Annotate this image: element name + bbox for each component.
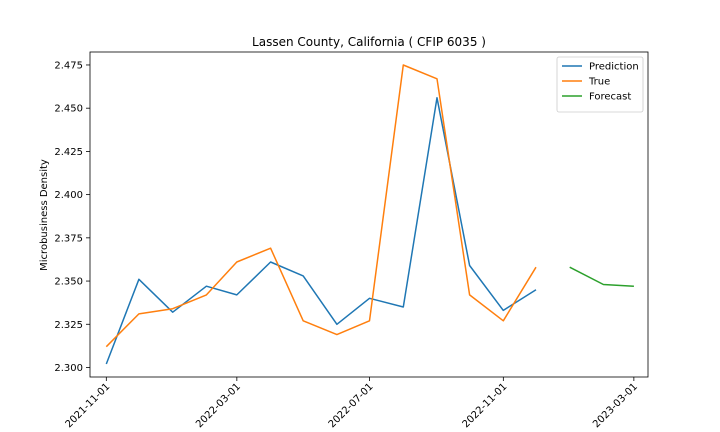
legend-box bbox=[556, 56, 644, 113]
y-tick-label: 2.350 bbox=[54, 277, 83, 288]
series-line-forecast bbox=[569, 266, 634, 287]
legend: Prediction True Forecast bbox=[556, 56, 644, 113]
y-tick-label: 2.475 bbox=[54, 60, 83, 71]
y-axis-ticks: 2.300 2.325 2.350 2.375 2.400 2.425 2.450 2.475 bbox=[54, 60, 90, 374]
y-tick-label: 2.375 bbox=[54, 233, 83, 244]
plot-frame bbox=[89, 51, 649, 378]
legend-label: Forecast bbox=[589, 92, 631, 103]
y-tick-label: 2.400 bbox=[54, 190, 83, 201]
y-tick-label: 2.450 bbox=[54, 104, 83, 115]
series-line-prediction bbox=[105, 97, 537, 365]
chart-title: Lassen County, California ( CFIP 6035 ) bbox=[252, 35, 486, 49]
y-tick-label: 2.325 bbox=[54, 320, 83, 331]
legend-label: True bbox=[588, 77, 610, 88]
series-layer bbox=[105, 64, 634, 365]
y-tick-label: 2.300 bbox=[54, 363, 83, 374]
legend-label: Prediction bbox=[589, 62, 639, 73]
y-axis-label: Microbusiness Density bbox=[39, 159, 50, 271]
y-tick-label: 2.425 bbox=[54, 147, 83, 158]
series-line-true bbox=[105, 64, 537, 348]
